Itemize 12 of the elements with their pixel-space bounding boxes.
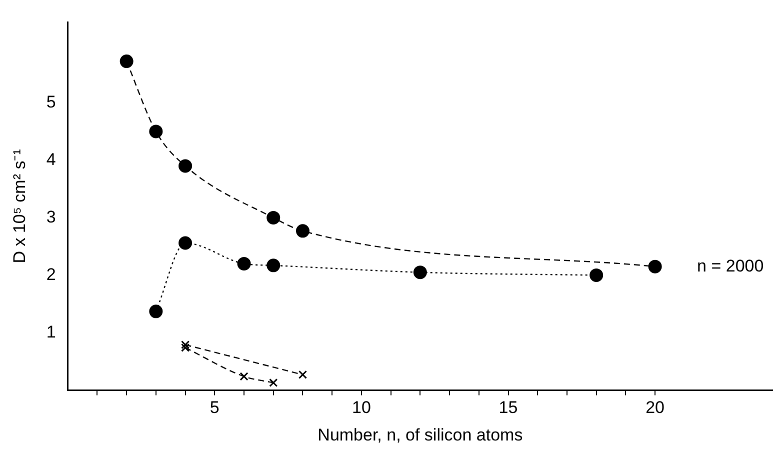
x-tick-label: 20	[646, 398, 665, 418]
y-tick-label: 5	[46, 92, 56, 112]
y-tick-label: 2	[46, 264, 56, 284]
y-tick-label: 1	[46, 322, 56, 342]
x-tick-label: 15	[498, 398, 518, 418]
annotation: n = 2000	[697, 256, 764, 276]
x-axis-title: Number, n, of silicon atoms	[318, 425, 523, 444]
y-tick-label: 4	[46, 150, 56, 169]
x-tick-label: 5	[210, 398, 220, 418]
y-tick-label: 3	[46, 207, 56, 226]
y-axis-title: D x 10⁵ cm² s⁻¹	[10, 148, 29, 264]
x-tick-label: 10	[352, 398, 371, 418]
